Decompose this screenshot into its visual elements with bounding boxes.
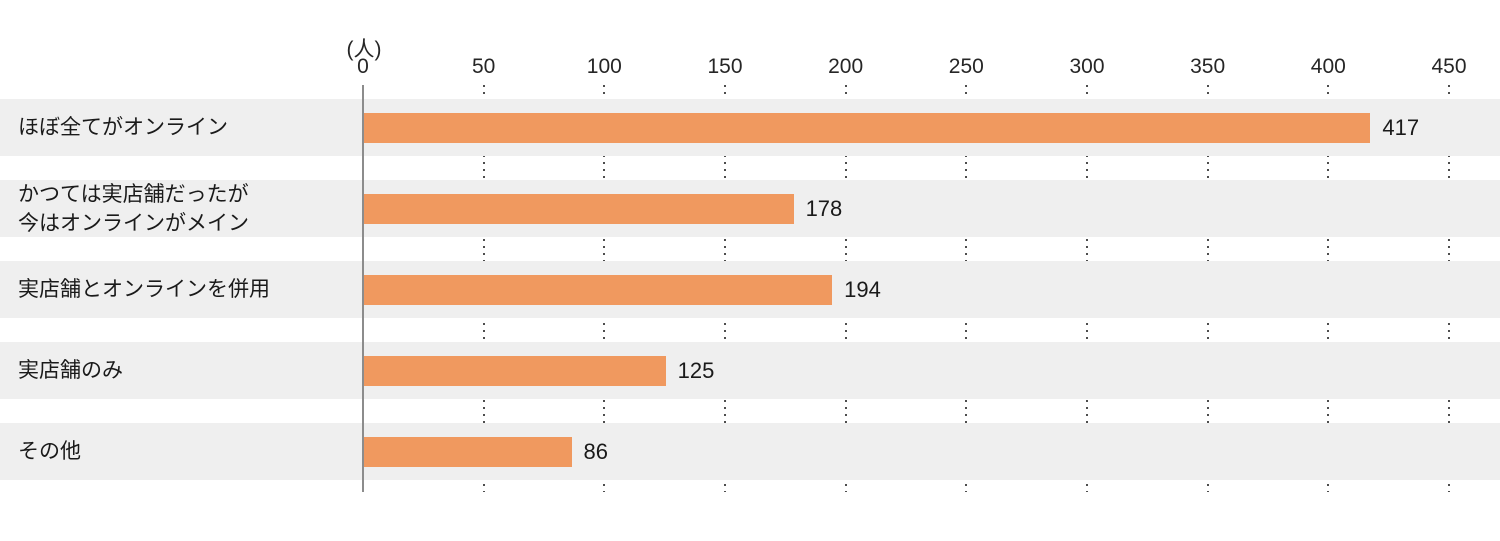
category-label: 実店舗のみ <box>18 359 123 382</box>
x-axis-tick-label: 0 <box>357 55 369 78</box>
x-axis-unit-label: (人) <box>346 38 382 61</box>
value-label: 86 <box>583 438 609 464</box>
row-band <box>0 342 1500 399</box>
value-label: 178 <box>805 195 843 221</box>
value-label: 417 <box>1382 114 1420 140</box>
bar <box>364 355 666 386</box>
category-label: 実店舗とオンラインを併用 <box>18 278 270 301</box>
x-axis-tick-label: 300 <box>1069 55 1105 78</box>
bar <box>364 112 1371 143</box>
row-band <box>0 423 1500 480</box>
x-axis-tick-label: 250 <box>948 55 984 78</box>
x-axis-tick-label: 200 <box>828 55 864 78</box>
bar <box>364 193 794 224</box>
bar <box>364 274 833 305</box>
category-label: ほぼ全てがオンライン <box>18 116 228 139</box>
bar <box>364 436 572 467</box>
value-label: 125 <box>677 357 715 383</box>
category-label: かつては実店舗だったが 今はオンラインがメイン <box>18 182 249 235</box>
x-axis-tick-label: 350 <box>1190 55 1226 78</box>
x-axis-tick-label: 400 <box>1310 55 1346 78</box>
x-axis-tick-label: 100 <box>586 55 622 78</box>
x-axis-tick-label: 50 <box>471 55 496 78</box>
x-axis-tick-label: 150 <box>707 55 743 78</box>
value-label: 194 <box>844 276 881 302</box>
y-axis-baseline <box>362 85 364 492</box>
category-label: その他 <box>18 440 81 463</box>
x-axis-tick-label: 450 <box>1431 55 1467 78</box>
